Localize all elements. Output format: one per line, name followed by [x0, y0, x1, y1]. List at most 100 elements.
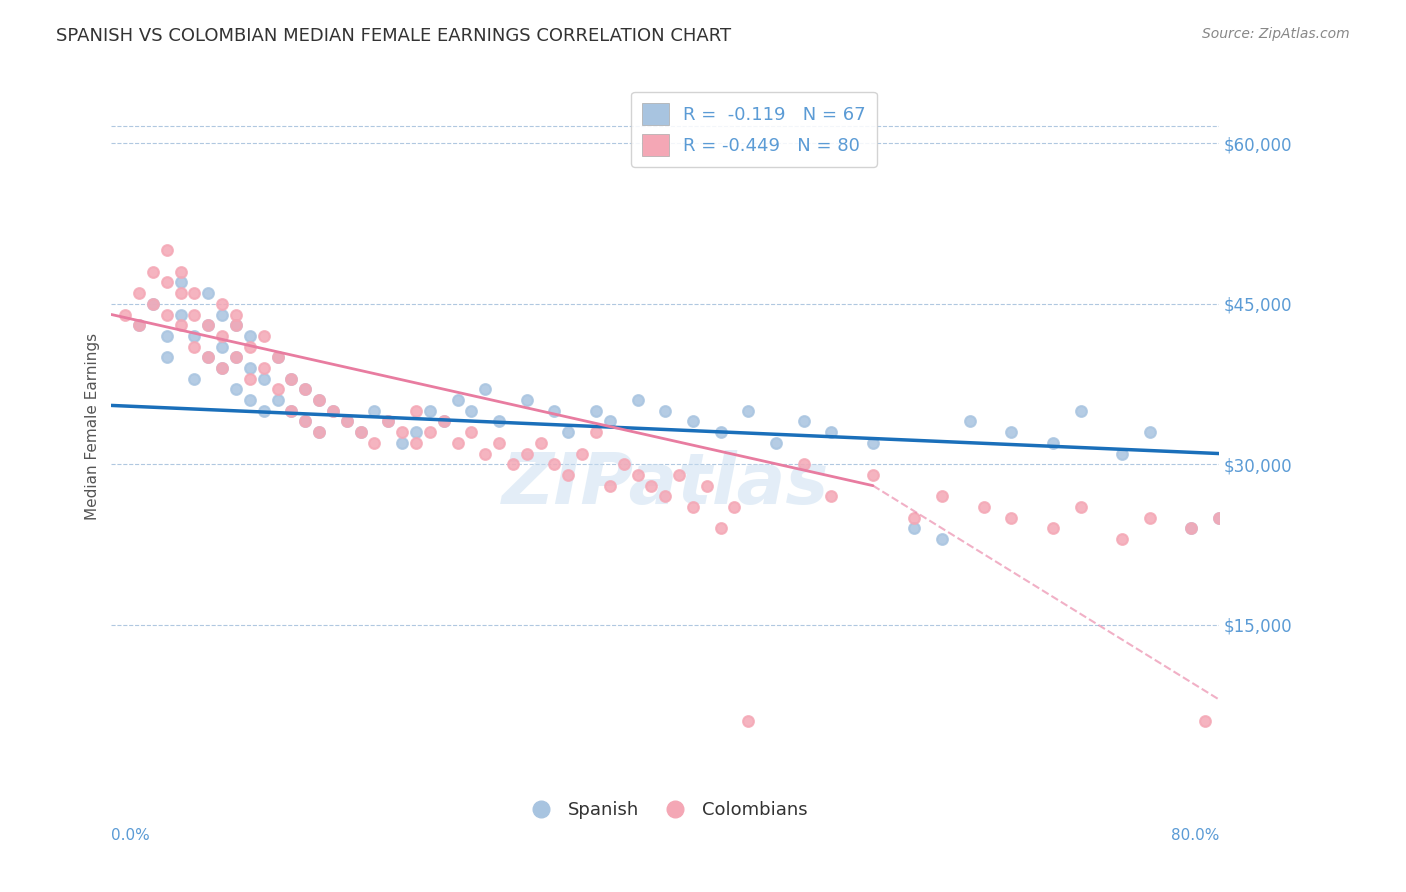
Point: [1208, 510, 1230, 524]
Point: [793, 457, 815, 471]
Point: [959, 414, 981, 428]
Point: [446, 435, 468, 450]
Point: [682, 414, 704, 428]
Point: [419, 404, 441, 418]
Point: [626, 393, 648, 408]
Point: [211, 361, 233, 376]
Point: [308, 425, 330, 439]
Legend: Spanish, Colombians: Spanish, Colombians: [516, 794, 815, 826]
Point: [128, 286, 150, 301]
Point: [197, 318, 219, 333]
Point: [820, 489, 842, 503]
Point: [530, 435, 553, 450]
Point: [1194, 714, 1216, 728]
Point: [654, 489, 676, 503]
Point: [862, 467, 884, 482]
Point: [903, 510, 925, 524]
Point: [363, 435, 385, 450]
Y-axis label: Median Female Earnings: Median Female Earnings: [86, 334, 100, 520]
Point: [169, 318, 191, 333]
Point: [183, 308, 205, 322]
Point: [613, 457, 636, 471]
Point: [931, 532, 953, 546]
Point: [820, 425, 842, 439]
Point: [294, 383, 316, 397]
Point: [239, 329, 262, 343]
Point: [710, 521, 733, 535]
Point: [183, 286, 205, 301]
Point: [433, 414, 456, 428]
Point: [183, 329, 205, 343]
Point: [225, 318, 247, 333]
Point: [142, 297, 165, 311]
Point: [557, 425, 579, 439]
Point: [239, 393, 262, 408]
Point: [294, 414, 316, 428]
Point: [169, 276, 191, 290]
Point: [460, 425, 482, 439]
Point: [280, 372, 302, 386]
Point: [516, 446, 538, 460]
Point: [266, 351, 288, 365]
Point: [405, 425, 427, 439]
Point: [266, 393, 288, 408]
Point: [391, 425, 413, 439]
Point: [211, 297, 233, 311]
Point: [474, 446, 496, 460]
Point: [169, 308, 191, 322]
Point: [239, 372, 262, 386]
Point: [183, 372, 205, 386]
Point: [156, 308, 179, 322]
Point: [225, 318, 247, 333]
Point: [142, 265, 165, 279]
Point: [391, 435, 413, 450]
Point: [211, 340, 233, 354]
Point: [433, 414, 456, 428]
Point: [308, 425, 330, 439]
Point: [211, 361, 233, 376]
Point: [1139, 425, 1161, 439]
Point: [156, 276, 179, 290]
Point: [308, 393, 330, 408]
Point: [377, 414, 399, 428]
Point: [931, 489, 953, 503]
Point: [128, 318, 150, 333]
Point: [350, 425, 373, 439]
Point: [1111, 446, 1133, 460]
Point: [156, 351, 179, 365]
Point: [585, 404, 607, 418]
Point: [225, 351, 247, 365]
Point: [169, 265, 191, 279]
Text: Source: ZipAtlas.com: Source: ZipAtlas.com: [1202, 27, 1350, 41]
Point: [765, 435, 787, 450]
Point: [156, 329, 179, 343]
Point: [585, 425, 607, 439]
Point: [419, 425, 441, 439]
Point: [599, 414, 621, 428]
Point: [682, 500, 704, 514]
Point: [571, 446, 593, 460]
Point: [197, 351, 219, 365]
Point: [1042, 521, 1064, 535]
Point: [405, 404, 427, 418]
Point: [280, 404, 302, 418]
Point: [253, 329, 276, 343]
Point: [128, 318, 150, 333]
Point: [322, 404, 344, 418]
Point: [737, 404, 759, 418]
Point: [1070, 404, 1092, 418]
Point: [488, 414, 510, 428]
Point: [280, 404, 302, 418]
Point: [543, 404, 565, 418]
Point: [253, 372, 276, 386]
Point: [793, 414, 815, 428]
Point: [225, 308, 247, 322]
Point: [640, 478, 662, 492]
Point: [1000, 510, 1022, 524]
Point: [322, 404, 344, 418]
Text: 80.0%: 80.0%: [1171, 828, 1219, 843]
Text: 0.0%: 0.0%: [111, 828, 150, 843]
Point: [599, 478, 621, 492]
Point: [1139, 510, 1161, 524]
Point: [502, 457, 524, 471]
